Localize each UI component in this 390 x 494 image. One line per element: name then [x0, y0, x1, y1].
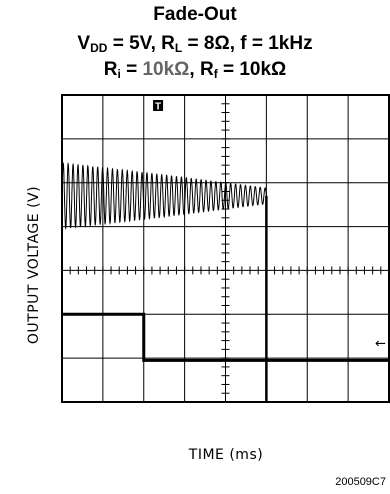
- chart-title: Fade-Out: [153, 4, 237, 25]
- trigger-marker: [153, 100, 164, 111]
- x-axis-label: TIME (ms): [188, 447, 264, 463]
- chart-subtitle-1: VDD = 5V, RL = 8Ω, f = 1kHz: [77, 33, 313, 55]
- output-sine-trace: [61, 162, 267, 230]
- chart-subtitle-2: Ri = 10kΩ, Rf = 10kΩ: [103, 59, 287, 81]
- ground-marker-arrow: ←: [375, 336, 386, 351]
- y-axis-label: OUTPUT VOLTAGE (V): [26, 185, 42, 345]
- trigger-marker-label: T: [155, 102, 161, 113]
- plot-frame: [61, 94, 390, 403]
- figure-id: 200509C7: [335, 476, 386, 488]
